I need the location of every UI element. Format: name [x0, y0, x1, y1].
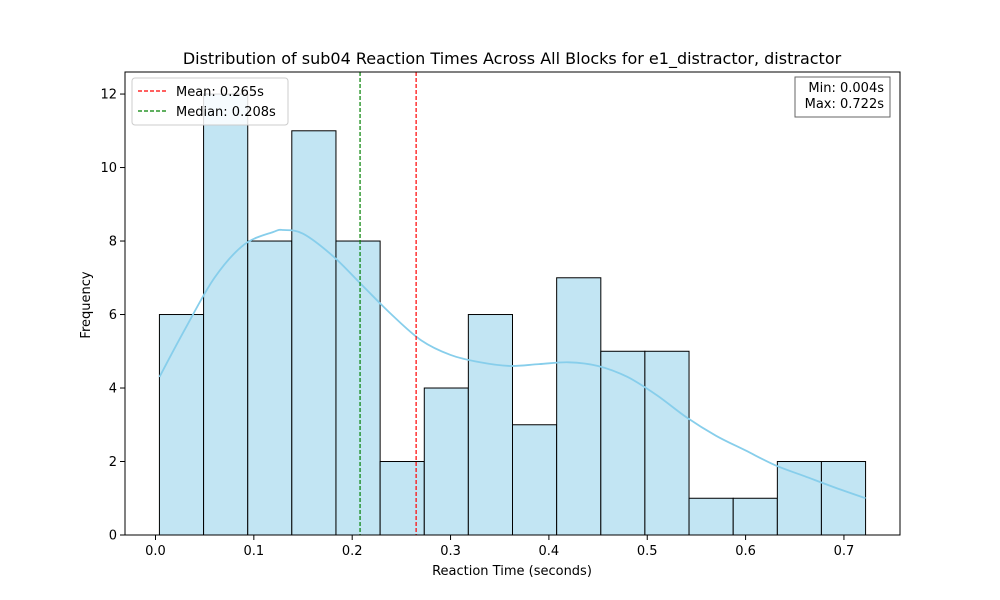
histogram-bar-3 [291, 130, 337, 536]
histogram-bar-9 [556, 277, 602, 536]
plot-frame [124, 71, 901, 536]
histogram-bar-0 [158, 314, 205, 536]
histogram-bar-13 [732, 497, 778, 536]
stats-max: Max: 0.722s [805, 97, 885, 112]
x-axis-title: Reaction Time (seconds) [432, 564, 592, 579]
x-tick-label-6: 0.6 [735, 544, 756, 559]
histogram-bar-14 [776, 461, 822, 536]
x-axis: 0.0 0.1 0.2 0.3 0.4 0.5 0.6 0.7 [145, 535, 854, 559]
x-tick-label-5: 0.5 [637, 544, 658, 559]
x-tick-label-3: 0.3 [440, 544, 461, 559]
kde-curve [158, 228, 866, 500]
x-tick-label-4: 0.4 [539, 544, 560, 559]
stats-box-frame [794, 76, 891, 118]
legend: Mean: 0.265s Median: 0.208s [131, 77, 289, 126]
legend-box [131, 77, 289, 126]
histogram-bar-10 [600, 350, 646, 536]
histogram-bar-2 [247, 240, 293, 536]
y-tick-label-1: 2 [109, 455, 117, 470]
plot-border [124, 71, 901, 536]
y-tick-label-4: 8 [109, 235, 117, 250]
y-tick-label-6: 12 [100, 88, 117, 103]
x-tick-label-0: 0.0 [145, 544, 166, 559]
stats-box: Min: 0.004s Max: 0.722s [794, 76, 891, 118]
histogram-bar-7 [467, 314, 513, 536]
histogram-bars [158, 93, 867, 536]
y-tick-label-3: 6 [109, 308, 117, 323]
chart-title: Distribution of sub04 Reaction Times Acr… [183, 49, 842, 69]
histogram-bar-5 [379, 461, 425, 536]
histogram-bar-8 [512, 424, 558, 536]
y-tick-label-0: 0 [109, 529, 117, 544]
legend-median-label: Median: 0.208s [176, 105, 276, 120]
histogram-bar-4 [335, 240, 381, 536]
histogram-bar-1 [203, 93, 249, 536]
legend-mean-label: Mean: 0.265s [176, 85, 264, 100]
stats-min: Min: 0.004s [808, 81, 884, 96]
x-tick-label-1: 0.1 [243, 544, 264, 559]
y-tick-label-5: 10 [100, 161, 117, 176]
x-tick-label-7: 0.7 [834, 544, 855, 559]
histogram-bar-6 [423, 387, 469, 536]
histogram-bar-11 [644, 350, 690, 536]
y-axis: 0 2 4 6 8 10 12 [100, 88, 125, 544]
y-tick-label-2: 4 [109, 382, 117, 397]
x-tick-label-2: 0.2 [342, 544, 363, 559]
y-axis-title: Frequency [79, 271, 94, 338]
histogram-bar-12 [688, 497, 734, 536]
histogram-bar-15 [820, 461, 867, 536]
